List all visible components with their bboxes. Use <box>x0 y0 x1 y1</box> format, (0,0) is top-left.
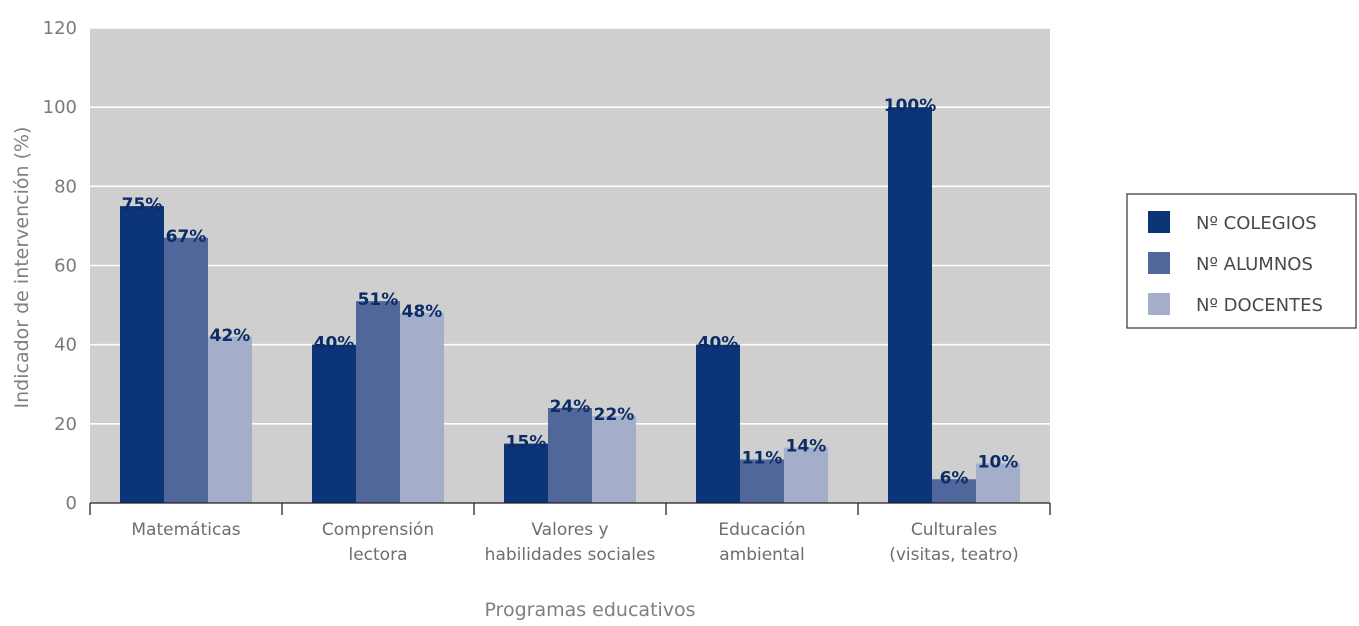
bar <box>120 206 164 503</box>
y-tick-label: 0 <box>66 493 77 514</box>
y-axis-title: Indicador de intervención (%) <box>11 127 33 409</box>
bar <box>696 344 740 503</box>
category-label: habilidades sociales <box>485 545 656 565</box>
category-label: lectora <box>348 545 407 565</box>
bar <box>548 408 592 503</box>
y-tick-label: 120 <box>43 18 77 39</box>
y-axis-ticks: 0 20 40 60 80 100 120 <box>43 18 77 514</box>
bar-value-label: 75% <box>122 195 163 215</box>
bar <box>932 479 976 503</box>
bar-value-label: 40% <box>698 334 739 354</box>
category-label: Matemáticas <box>131 520 240 540</box>
bar <box>740 459 784 503</box>
bar-value-label: 11% <box>742 448 783 468</box>
bar-value-label: 22% <box>594 405 635 425</box>
category-label: Educación <box>718 520 805 540</box>
bar-value-label: 6% <box>940 468 969 488</box>
bar <box>356 301 400 503</box>
category-label: Culturales <box>911 520 997 540</box>
bar-value-label: 51% <box>358 290 399 310</box>
bar-value-label: 15% <box>506 433 547 453</box>
bar <box>400 313 444 503</box>
legend-label: Nº COLEGIOS <box>1196 213 1317 234</box>
bar-value-label: 40% <box>314 334 355 354</box>
bar-value-label: 14% <box>786 437 827 457</box>
legend: Nº COLEGIOS Nº ALUMNOS Nº DOCENTES <box>1126 193 1357 329</box>
bar-value-label: 42% <box>210 326 251 346</box>
x-axis: Matemáticas Comprensión lectora Valores y ha… <box>89 502 1051 565</box>
legend-swatch <box>1148 252 1170 274</box>
bars-group <box>120 107 1020 504</box>
bar-value-label: 10% <box>978 452 1019 472</box>
y-tick-label: 80 <box>54 176 77 197</box>
y-tick-label: 100 <box>43 97 77 118</box>
bar <box>976 463 1020 503</box>
legend-label: Nº DOCENTES <box>1196 295 1323 316</box>
bar-value-label: 100% <box>884 96 937 116</box>
y-tick-label: 40 <box>54 335 77 356</box>
data-labels-group: 75%67% 42% 40% 51%48% 15%24% 22% 40% 11%14% 100%… <box>122 96 1019 488</box>
category-label: Comprensión <box>322 520 434 540</box>
bar-value-label: 24% <box>550 397 591 417</box>
category-label: ambiental <box>719 545 805 565</box>
category-label: (visitas, teatro) <box>889 545 1019 565</box>
bar <box>784 447 828 503</box>
bar <box>888 107 932 504</box>
y-tick-label: 60 <box>54 256 77 277</box>
x-axis-title: Programas educativos <box>484 599 695 621</box>
bar <box>208 336 252 503</box>
legend-swatch <box>1148 211 1170 233</box>
bar <box>312 344 356 503</box>
bar-value-label: 48% <box>402 302 443 322</box>
category-label: Valores y <box>531 520 608 540</box>
bar <box>592 415 636 503</box>
y-tick-label: 20 <box>54 414 77 435</box>
legend-swatch <box>1148 293 1170 315</box>
legend-label: Nº ALUMNOS <box>1196 254 1313 275</box>
bar-value-label: 67% <box>166 227 207 247</box>
bar <box>504 443 548 503</box>
bar <box>164 237 208 503</box>
